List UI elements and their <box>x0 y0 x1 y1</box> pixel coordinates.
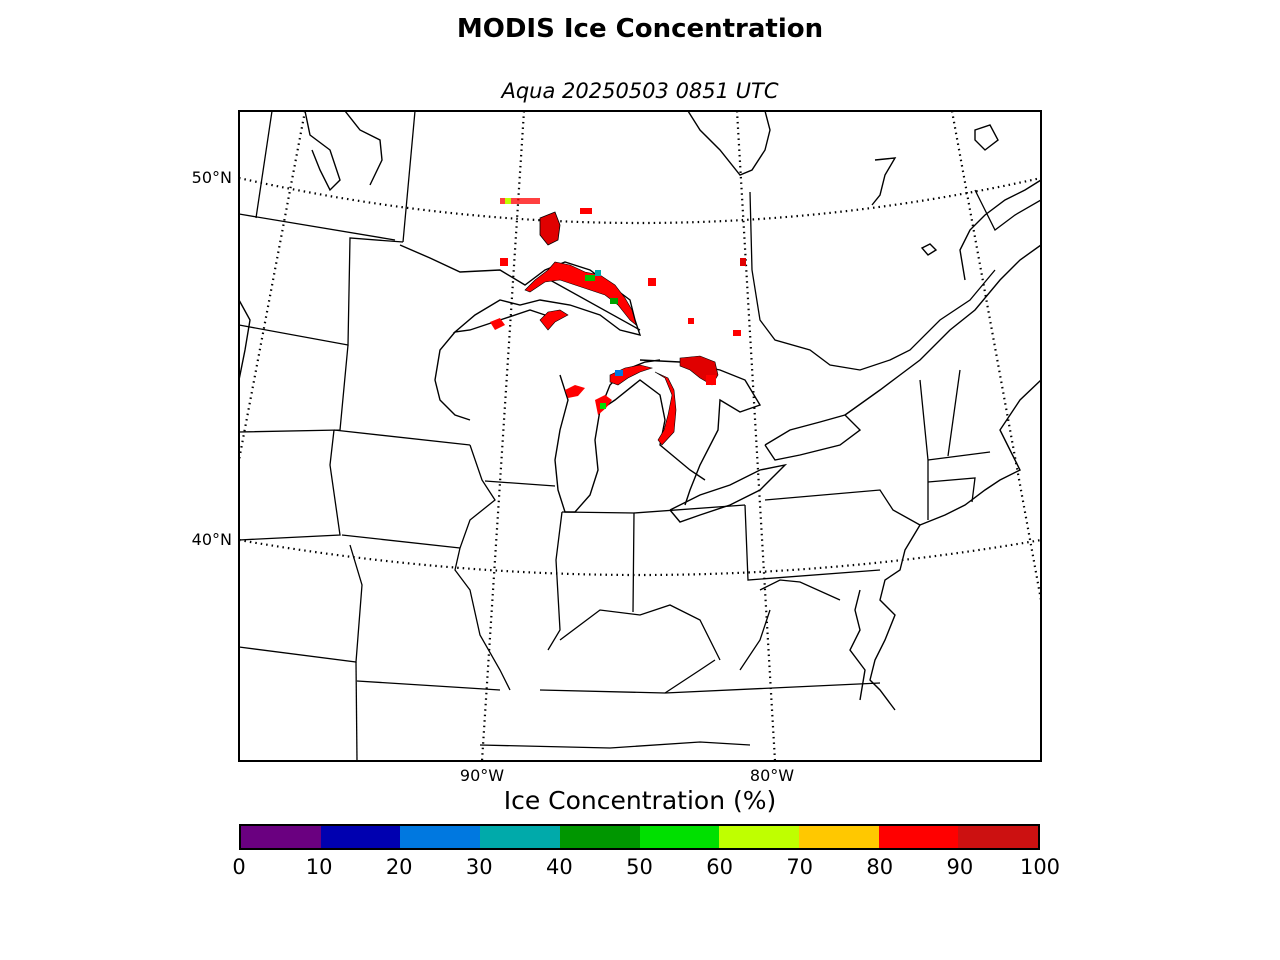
lon-label-80w: 80°W <box>750 766 794 785</box>
figure-subtitle: Aqua 20250503 0851 UTC <box>501 79 779 103</box>
colorbar-segment <box>639 826 720 848</box>
meridian-95w <box>239 111 307 461</box>
meridian-90w <box>480 111 526 761</box>
ice-superior-bay <box>539 309 569 331</box>
quebec-lake <box>871 157 897 206</box>
lower-michigan <box>599 379 706 481</box>
colorbar-tick-label: 60 <box>706 855 733 879</box>
parallel-50n <box>239 176 1041 225</box>
colorbar-tick-label: 90 <box>946 855 974 879</box>
colorbar-tick-label: 20 <box>385 855 413 879</box>
small-lake <box>920 243 938 256</box>
map-content <box>239 111 1041 761</box>
colorbar-segment <box>241 826 321 848</box>
colorbar-segment <box>798 826 879 848</box>
coastlines <box>239 111 1041 711</box>
colorbar-tick-label: 80 <box>866 855 894 879</box>
colorbar-tick-label: 70 <box>786 855 814 879</box>
ice-speck-14 <box>706 375 716 385</box>
new-jersey-coast <box>869 524 921 711</box>
ice-speck-6 <box>733 330 741 336</box>
colorbar-segment <box>320 826 401 848</box>
ice-speck-5 <box>740 258 746 266</box>
northwest-lakes <box>304 111 341 192</box>
colorbar-tick-label: 10 <box>305 855 333 879</box>
lon-label-90w: 90°W <box>460 766 504 785</box>
chesapeake <box>849 589 866 701</box>
ice-speck-9 <box>610 298 618 304</box>
colorbar-segment <box>719 826 799 848</box>
lake-winnipeg-south <box>344 111 383 186</box>
hudson-bay-shore <box>687 111 771 176</box>
ice-speck-1 <box>500 258 508 266</box>
ice-speck-12 <box>505 198 511 204</box>
ice-straits <box>609 364 654 386</box>
state-boundaries <box>239 111 1041 761</box>
ice-michigan-north <box>565 385 585 398</box>
figure-title: MODIS Ice Concentration <box>456 14 824 44</box>
ice-speck-8 <box>585 275 595 281</box>
ice-speck-2 <box>580 208 592 214</box>
graticule <box>239 111 1041 761</box>
lake-huron <box>639 359 762 506</box>
st-lawrence <box>844 244 1041 416</box>
colorbar-segment <box>480 826 560 848</box>
lake-superior <box>399 244 642 336</box>
ice-superior-west <box>490 318 505 330</box>
lake-ontario <box>764 414 862 461</box>
lat-label-50n: 50°N <box>192 168 232 187</box>
atlantic-coast <box>919 379 1041 526</box>
colorbar-tick-label: 0 <box>232 855 246 879</box>
nova-scotia-shore <box>959 179 1041 281</box>
colorbar-tick-label: 40 <box>546 855 573 879</box>
lake-erie <box>669 463 788 523</box>
meridian-80w <box>950 111 1041 601</box>
west-coast-fragment <box>239 299 251 381</box>
colorbar <box>239 824 1040 850</box>
colorbar-segment <box>400 826 481 848</box>
ice-lake-nipigon <box>539 211 561 246</box>
colorbar-segment <box>958 826 1039 848</box>
lat-label-40n: 40°N <box>192 530 232 549</box>
map-frame <box>238 110 1042 762</box>
ice-speck-13 <box>595 270 601 276</box>
ice-huron-north <box>654 371 677 446</box>
colorbar-tick-label: 50 <box>626 855 653 879</box>
colorbar-segment <box>878 826 959 848</box>
ice-speck-4 <box>688 318 694 324</box>
meridian-85w <box>735 111 777 761</box>
parallel-40n <box>239 538 1041 577</box>
colorbar-segment <box>559 826 640 848</box>
ice-speck-10 <box>615 370 623 376</box>
newfoundland-fragment <box>974 124 999 151</box>
colorbar-title: Ice Concentration (%) <box>503 786 777 815</box>
ice-superior-north-shore <box>524 261 637 326</box>
ice-speck-11 <box>600 403 606 409</box>
ice-concentration-field <box>490 198 746 446</box>
colorbar-tick-label: 100 <box>1019 855 1061 879</box>
ice-speck-7 <box>500 198 540 204</box>
colorbar-tick-label: 30 <box>465 855 493 879</box>
wisconsin-shore <box>434 331 471 421</box>
ice-speck-3 <box>648 278 656 286</box>
